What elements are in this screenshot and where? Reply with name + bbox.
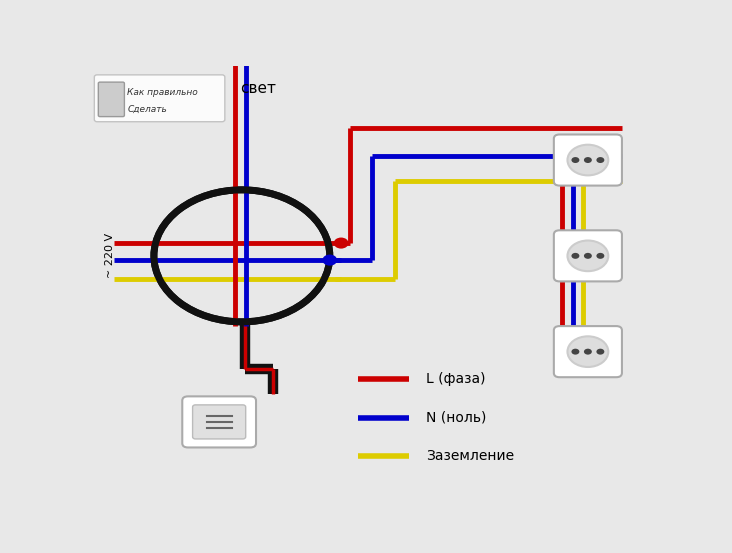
Circle shape xyxy=(584,349,592,354)
Circle shape xyxy=(597,349,605,354)
Circle shape xyxy=(584,253,592,259)
Text: свет: свет xyxy=(239,81,276,96)
Circle shape xyxy=(322,254,337,265)
FancyBboxPatch shape xyxy=(554,134,622,186)
Circle shape xyxy=(567,241,608,271)
FancyBboxPatch shape xyxy=(193,405,246,439)
FancyBboxPatch shape xyxy=(554,230,622,281)
Circle shape xyxy=(597,157,605,163)
FancyBboxPatch shape xyxy=(94,75,225,122)
Text: L (фаза): L (фаза) xyxy=(426,372,486,387)
Text: Заземление: Заземление xyxy=(426,449,515,463)
FancyBboxPatch shape xyxy=(554,326,622,377)
Text: ~ 220 V: ~ 220 V xyxy=(105,233,115,278)
Circle shape xyxy=(154,190,330,322)
Text: Сделать: Сделать xyxy=(127,105,167,113)
Text: Как правильно: Как правильно xyxy=(127,88,198,97)
Circle shape xyxy=(567,145,608,175)
Circle shape xyxy=(597,253,605,259)
Circle shape xyxy=(572,253,580,259)
Circle shape xyxy=(572,157,580,163)
Circle shape xyxy=(334,238,348,249)
Circle shape xyxy=(572,349,580,354)
Text: N (ноль): N (ноль) xyxy=(426,411,487,425)
FancyBboxPatch shape xyxy=(182,397,256,447)
FancyBboxPatch shape xyxy=(98,82,124,117)
Circle shape xyxy=(584,157,592,163)
Circle shape xyxy=(567,336,608,367)
